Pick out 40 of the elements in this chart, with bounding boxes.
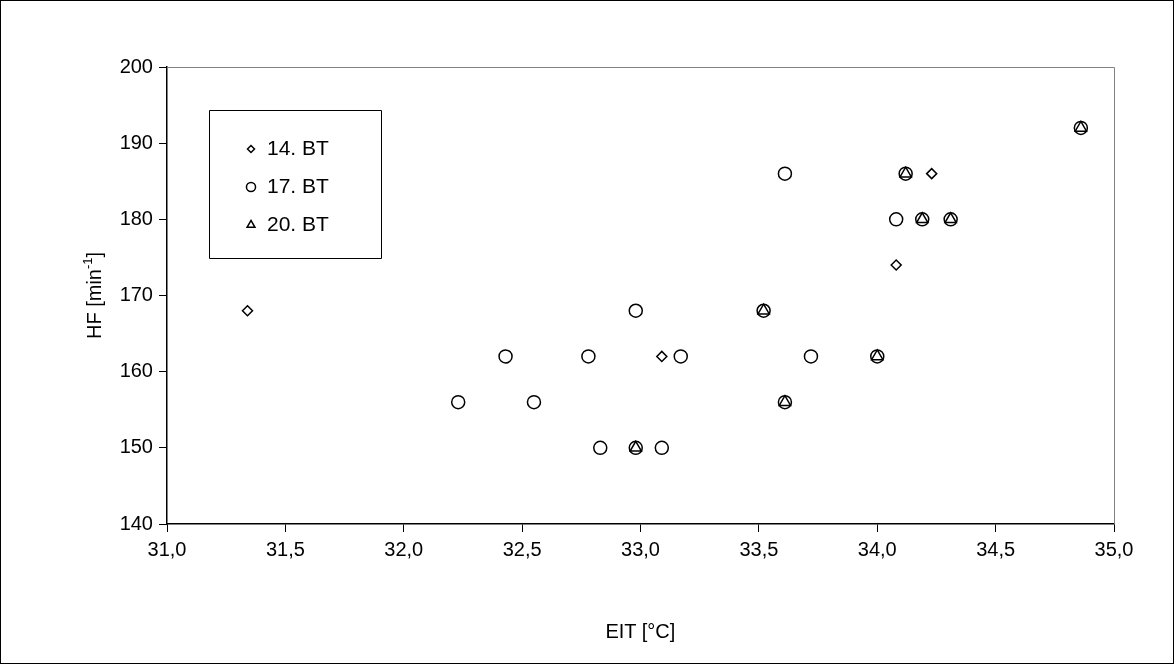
legend-label: 17. BT	[267, 173, 330, 197]
point	[1073, 120, 1089, 136]
y-tick-label: 150	[119, 435, 153, 458]
y-tick-label: 190	[119, 130, 153, 153]
x-tick-label: 32,5	[502, 537, 542, 560]
point	[777, 166, 793, 181]
x-tick-label: 34,5	[976, 537, 1016, 560]
point	[1074, 120, 1088, 132]
point	[629, 440, 643, 452]
point	[241, 304, 254, 317]
point	[803, 349, 819, 364]
point	[888, 212, 904, 227]
y-tick-label: 140	[119, 511, 153, 534]
point	[526, 394, 542, 410]
x-tick-label: 32,0	[384, 537, 424, 560]
x-tick-label: 31,5	[265, 537, 305, 560]
y-tick-label: 180	[119, 206, 153, 229]
x-axis-title: EIT [°C]	[605, 619, 676, 642]
x-tick-label: 34,0	[857, 537, 897, 560]
point	[593, 440, 608, 456]
y-tick-label: 160	[119, 359, 153, 382]
y-tick-label: 200	[119, 54, 153, 77]
point	[498, 349, 513, 364]
point	[656, 350, 668, 363]
x-tick-label: 35,0	[1094, 537, 1134, 560]
y-axis-title: HF [min-1]	[79, 251, 105, 340]
legend-label: 14. BT	[267, 135, 330, 159]
x-tick-label: 33,5	[739, 537, 779, 560]
point	[925, 167, 938, 180]
point	[654, 440, 670, 456]
x-tick-label: 31,0	[147, 537, 187, 560]
y-tick-label: 170	[119, 283, 153, 306]
point	[673, 349, 688, 364]
x-tick-label: 33,0	[621, 537, 660, 560]
point	[890, 259, 902, 271]
point	[581, 349, 596, 364]
point	[628, 440, 644, 456]
point	[628, 303, 644, 318]
point	[450, 394, 466, 410]
legend-label: 20. BT	[267, 211, 330, 235]
